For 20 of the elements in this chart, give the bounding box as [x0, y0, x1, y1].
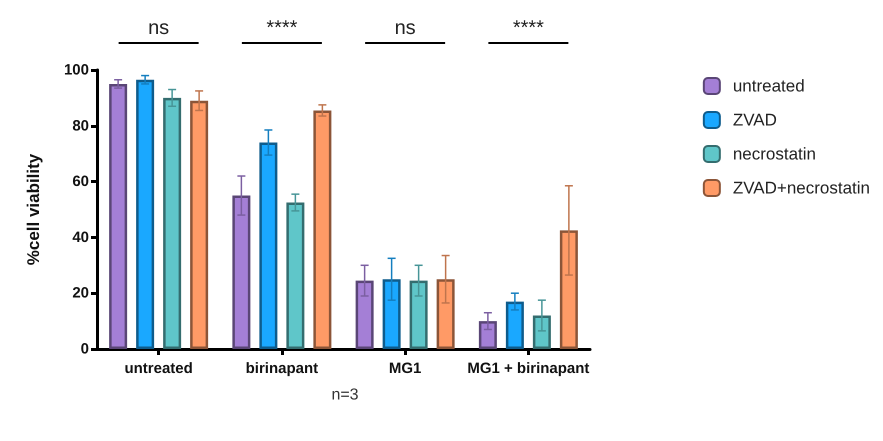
text: **** — [512, 17, 544, 39]
x-tick-label: MG1 — [388, 360, 422, 377]
legend-label: untreated — [732, 76, 805, 96]
legend-label: necrostatin — [732, 144, 816, 164]
y-tick-label: 100 — [64, 62, 89, 78]
x-tick-label: MG1 + birinapant — [467, 360, 590, 377]
legend-label: ZVAD+necrostatin — [732, 178, 870, 198]
text: **** — [266, 17, 298, 39]
x-tick-label: untreated — [124, 360, 193, 377]
y-tick-label: 20 — [72, 284, 89, 302]
text: ns — [148, 17, 170, 39]
legend-label: ZVAD — [732, 110, 777, 130]
y-tick-label: 0 — [80, 340, 89, 358]
y-tick-label: 40 — [72, 228, 89, 246]
text: ns — [394, 17, 416, 39]
x-tick-label: birinapant — [246, 360, 318, 377]
y-tick-label: 80 — [72, 117, 89, 134]
text: n=3 — [331, 386, 359, 404]
y-axis-title: %cell viability — [24, 153, 43, 266]
y-tick-label: 60 — [72, 173, 89, 190]
